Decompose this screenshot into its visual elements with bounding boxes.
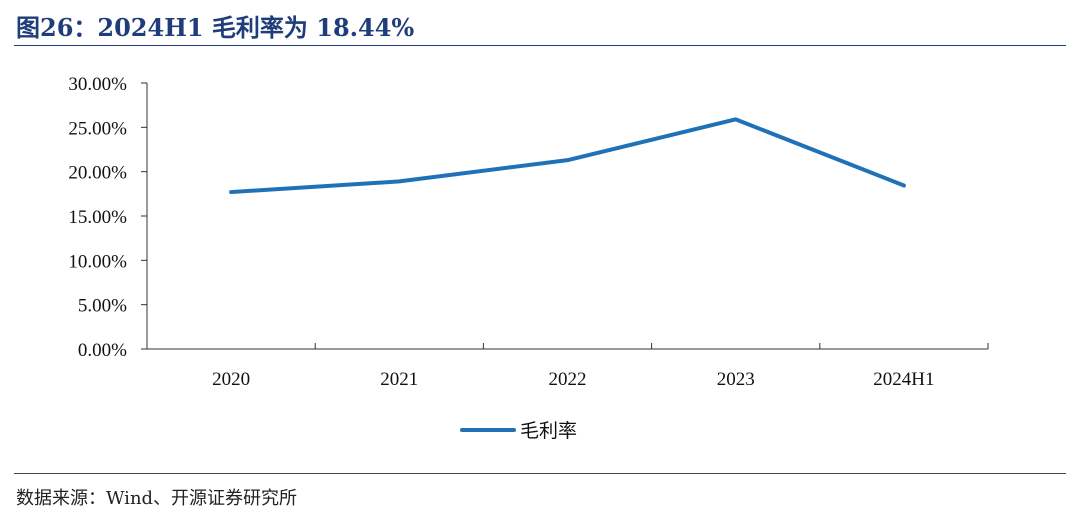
- y-tick-label: 0.00%: [78, 340, 127, 361]
- y-tick-label: 20.00%: [68, 163, 127, 184]
- y-tick-label: 15.00%: [68, 207, 127, 228]
- x-tick-label: 2024H1: [873, 369, 934, 390]
- x-axis: 2020 2021 2022 2023 2024H1: [146, 343, 989, 390]
- legend: 毛利率: [460, 420, 577, 442]
- x-tick-label: 2022: [549, 369, 587, 390]
- series-line: [229, 117, 906, 195]
- legend-label: 毛利率: [520, 420, 577, 442]
- chart-title: 图26：2024H1 毛利率为 18.44%: [16, 13, 415, 42]
- line-chart: 0.00% 5.00% 10.00% 15.00% 20.00% 25.00% 30.00%…: [68, 74, 989, 442]
- series-layer: [229, 117, 906, 195]
- source-divider: [14, 473, 1066, 474]
- y-axis: 0.00% 5.00% 10.00% 15.00% 20.00% 25.00% 30.00%: [68, 74, 148, 361]
- x-tick-label: 2020: [212, 369, 250, 390]
- x-tick-label: 2021: [380, 369, 418, 390]
- y-tick-label: 30.00%: [68, 74, 127, 95]
- y-tick-label: 10.00%: [68, 251, 127, 272]
- y-tick-label: 25.00%: [68, 118, 127, 139]
- x-tick-label: 2023: [717, 369, 755, 390]
- source-note: 数据来源：Wind、开源证券研究所: [16, 488, 298, 509]
- title-divider: [14, 45, 1066, 46]
- y-tick-label: 5.00%: [78, 296, 127, 317]
